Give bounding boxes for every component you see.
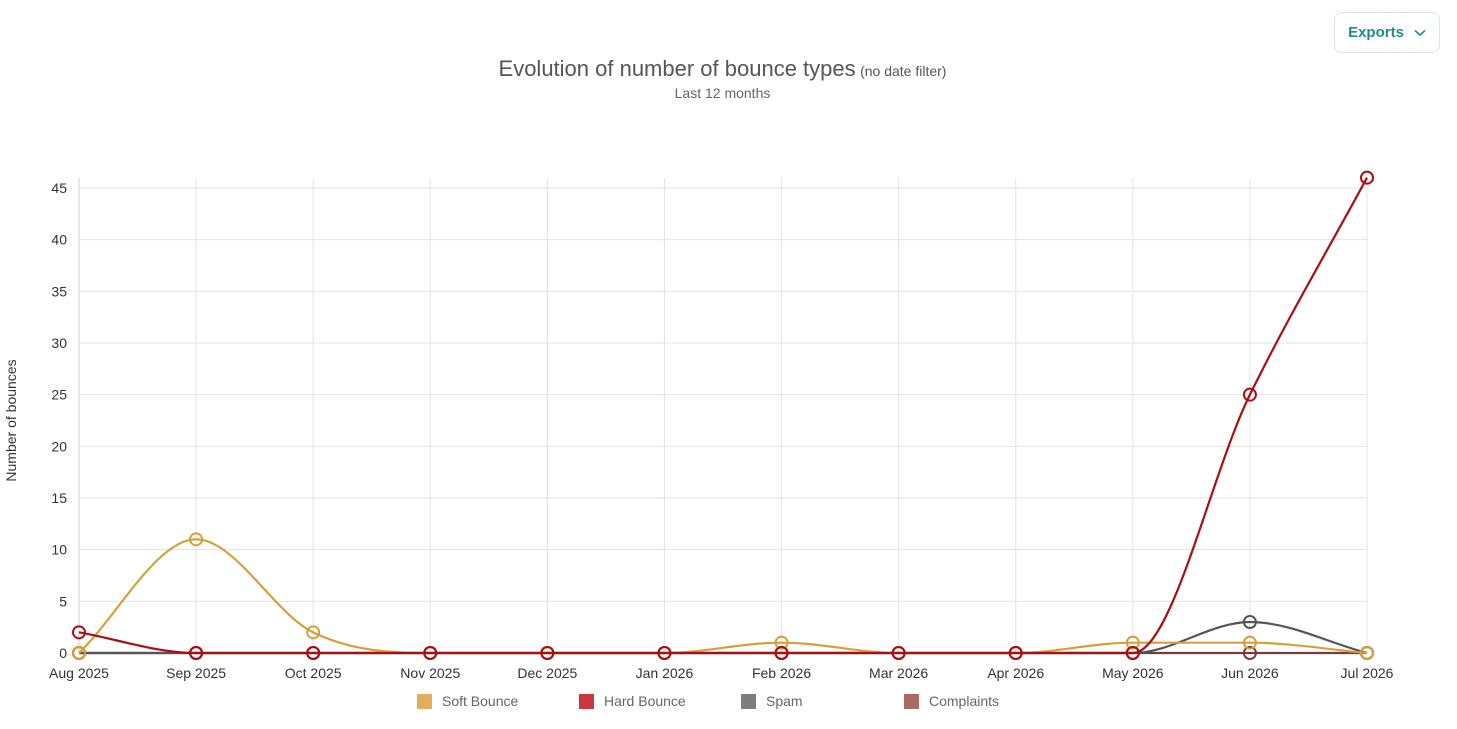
point-hard-bounce xyxy=(1125,646,1140,660)
x-tick-label: Apr 2026 xyxy=(987,665,1044,681)
legend-swatch xyxy=(579,694,594,709)
point-hard-bounce xyxy=(657,646,672,660)
point-soft-bounce xyxy=(774,635,789,650)
y-tick-label: 20 xyxy=(51,438,67,454)
x-tick-label: Nov 2025 xyxy=(400,665,460,681)
chart-subtitle: Last 12 months xyxy=(674,85,771,101)
point-soft-bounce xyxy=(1125,635,1140,650)
point-hard-bounce xyxy=(189,646,204,660)
y-axis-label: Number of bounces xyxy=(3,359,19,481)
y-tick-label: 10 xyxy=(51,542,67,558)
legend-swatch xyxy=(741,694,756,709)
point-soft-bounce xyxy=(72,646,86,660)
line-hard-bounce xyxy=(78,177,1368,655)
point-hard-bounce xyxy=(1008,646,1023,660)
legend-label: Soft Bounce xyxy=(442,693,518,709)
series-soft-bounce xyxy=(72,532,1374,660)
chevron-down-icon xyxy=(1414,29,1426,37)
chart-grid xyxy=(78,178,1368,654)
x-tick-label: Mar 2026 xyxy=(869,665,928,681)
point-soft-bounce xyxy=(1360,646,1374,660)
point-hard-bounce xyxy=(774,646,789,660)
chart-title-note: (no date filter) xyxy=(860,63,947,79)
x-tick-label: Sep 2025 xyxy=(166,665,226,681)
point-spam xyxy=(1242,615,1257,629)
legend-item-spam: Spam xyxy=(741,693,803,709)
chart-header: Evolution of number of bounce types (no … xyxy=(0,56,1445,101)
x-tick-label: May 2026 xyxy=(1102,665,1164,681)
point-soft-bounce xyxy=(189,532,204,547)
legend-label: Spam xyxy=(766,693,803,709)
x-tick-label: Aug 2025 xyxy=(49,665,109,681)
chart-axes: 0 5 10 15 20 25 30 35 40 45 Aug 2025 Sep 2025 Oct 20… xyxy=(3,178,1394,681)
exports-label: Exports xyxy=(1348,24,1404,41)
chart-legend: Soft Bounce Hard Bounce Spam Complaints xyxy=(417,693,999,709)
x-tick-label: Jan 2026 xyxy=(636,665,694,681)
y-tick-label: 25 xyxy=(51,387,67,403)
y-tick-label: 15 xyxy=(51,490,67,506)
chart-title: Evolution of number of bounce types xyxy=(498,56,856,81)
legend-item-hard-bounce: Hard Bounce xyxy=(579,693,686,709)
point-hard-bounce xyxy=(1360,170,1374,185)
legend-swatch xyxy=(904,694,919,709)
point-hard-bounce xyxy=(891,646,906,660)
x-tick-label: Jun 2026 xyxy=(1221,665,1279,681)
y-tick-label: 0 xyxy=(59,645,67,661)
y-tick-label: 45 xyxy=(51,180,67,196)
y-tick-label: 30 xyxy=(51,335,67,351)
y-tick-label: 5 xyxy=(59,593,67,609)
point-hard-bounce xyxy=(540,646,555,660)
legend-item-complaints: Complaints xyxy=(904,693,999,709)
chart-series xyxy=(72,170,1374,660)
series-hard-bounce xyxy=(72,170,1374,660)
point-hard-bounce xyxy=(423,646,438,660)
x-tick-label: Feb 2026 xyxy=(752,665,811,681)
y-tick-label: 40 xyxy=(51,232,67,248)
legend-swatch xyxy=(417,694,432,709)
line-soft-bounce xyxy=(78,538,1368,655)
exports-button[interactable]: Exports xyxy=(1334,12,1440,53)
legend-label: Complaints xyxy=(929,693,999,709)
y-tick-label: 35 xyxy=(51,283,67,299)
legend-label: Hard Bounce xyxy=(604,693,686,709)
x-tick-label: Oct 2025 xyxy=(285,665,342,681)
x-tick-label: Jul 2026 xyxy=(1341,665,1394,681)
point-hard-bounce xyxy=(72,625,86,640)
x-tick-label: Dec 2025 xyxy=(517,665,577,681)
legend-item-soft-bounce: Soft Bounce xyxy=(417,693,518,709)
point-hard-bounce xyxy=(1242,387,1257,402)
point-complaints xyxy=(1242,646,1257,660)
point-soft-bounce xyxy=(1242,635,1257,650)
point-hard-bounce xyxy=(306,646,321,660)
point-soft-bounce xyxy=(306,625,321,640)
